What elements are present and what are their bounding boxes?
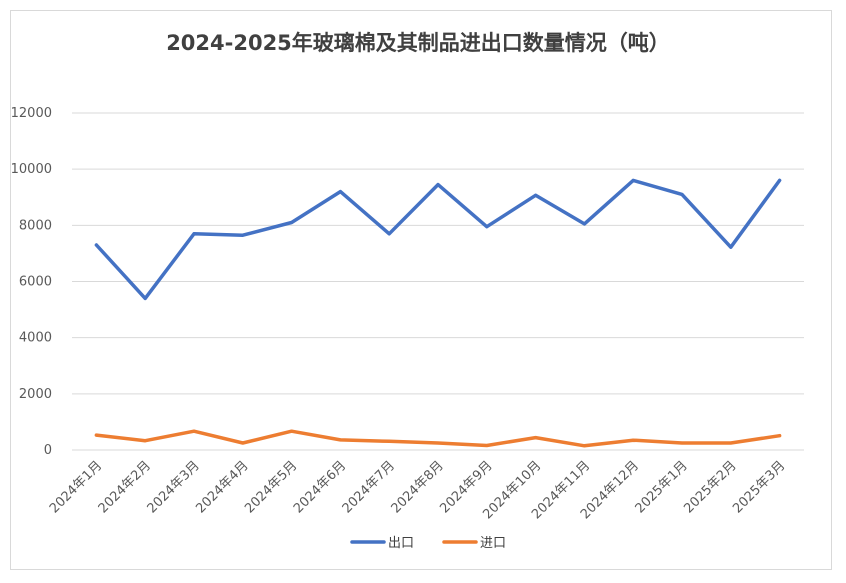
data-point <box>192 232 196 236</box>
y-tick-label: 6000 <box>19 275 52 290</box>
data-point <box>290 429 294 433</box>
y-tick-label: 4000 <box>19 331 52 346</box>
data-point <box>338 438 342 442</box>
data-point <box>631 178 635 182</box>
x-tick-label: 2025年3月 <box>730 458 788 516</box>
data-point <box>582 222 586 226</box>
data-point <box>778 434 782 438</box>
y-tick-label: 0 <box>44 443 52 458</box>
data-point <box>192 429 196 433</box>
data-point <box>485 225 489 229</box>
chart-frame <box>10 10 832 570</box>
legend-label-0: 出口 <box>388 536 414 551</box>
legend-label-1: 进口 <box>480 536 506 551</box>
data-point <box>534 193 538 197</box>
data-point <box>387 439 391 443</box>
data-point <box>436 441 440 445</box>
y-tick-label: 2000 <box>19 387 52 402</box>
data-point <box>94 433 98 437</box>
data-point <box>631 438 635 442</box>
data-point <box>778 178 782 182</box>
data-point <box>143 439 147 443</box>
series-lines <box>94 178 782 448</box>
y-tick-label: 10000 <box>11 162 52 177</box>
data-point <box>582 444 586 448</box>
y-axis-ticks: 0 2000 4000 6000 8000 10000 12000 <box>11 106 52 458</box>
y-tick-label: 12000 <box>11 106 52 121</box>
x-axis-ticks: 2024年1月2024年2月2024年3月2024年4月2024年5月2024年… <box>47 458 788 522</box>
data-point <box>485 444 489 448</box>
data-point <box>338 190 342 194</box>
data-point <box>680 441 684 445</box>
data-point <box>729 245 733 249</box>
data-point <box>387 232 391 236</box>
data-point <box>94 243 98 247</box>
data-point <box>436 183 440 187</box>
legend: 出口 进口 <box>350 536 506 551</box>
data-point <box>680 192 684 196</box>
data-point <box>241 233 245 237</box>
data-point <box>729 441 733 445</box>
y-tick-label: 8000 <box>19 218 52 233</box>
series-line-0 <box>94 178 782 301</box>
data-point <box>143 296 147 300</box>
data-point <box>241 441 245 445</box>
data-point <box>534 436 538 440</box>
data-point <box>290 221 294 225</box>
gridlines <box>72 112 804 451</box>
chart-title: 2024-2025年玻璃棉及其制品进出口数量情况（吨） <box>166 31 670 55</box>
